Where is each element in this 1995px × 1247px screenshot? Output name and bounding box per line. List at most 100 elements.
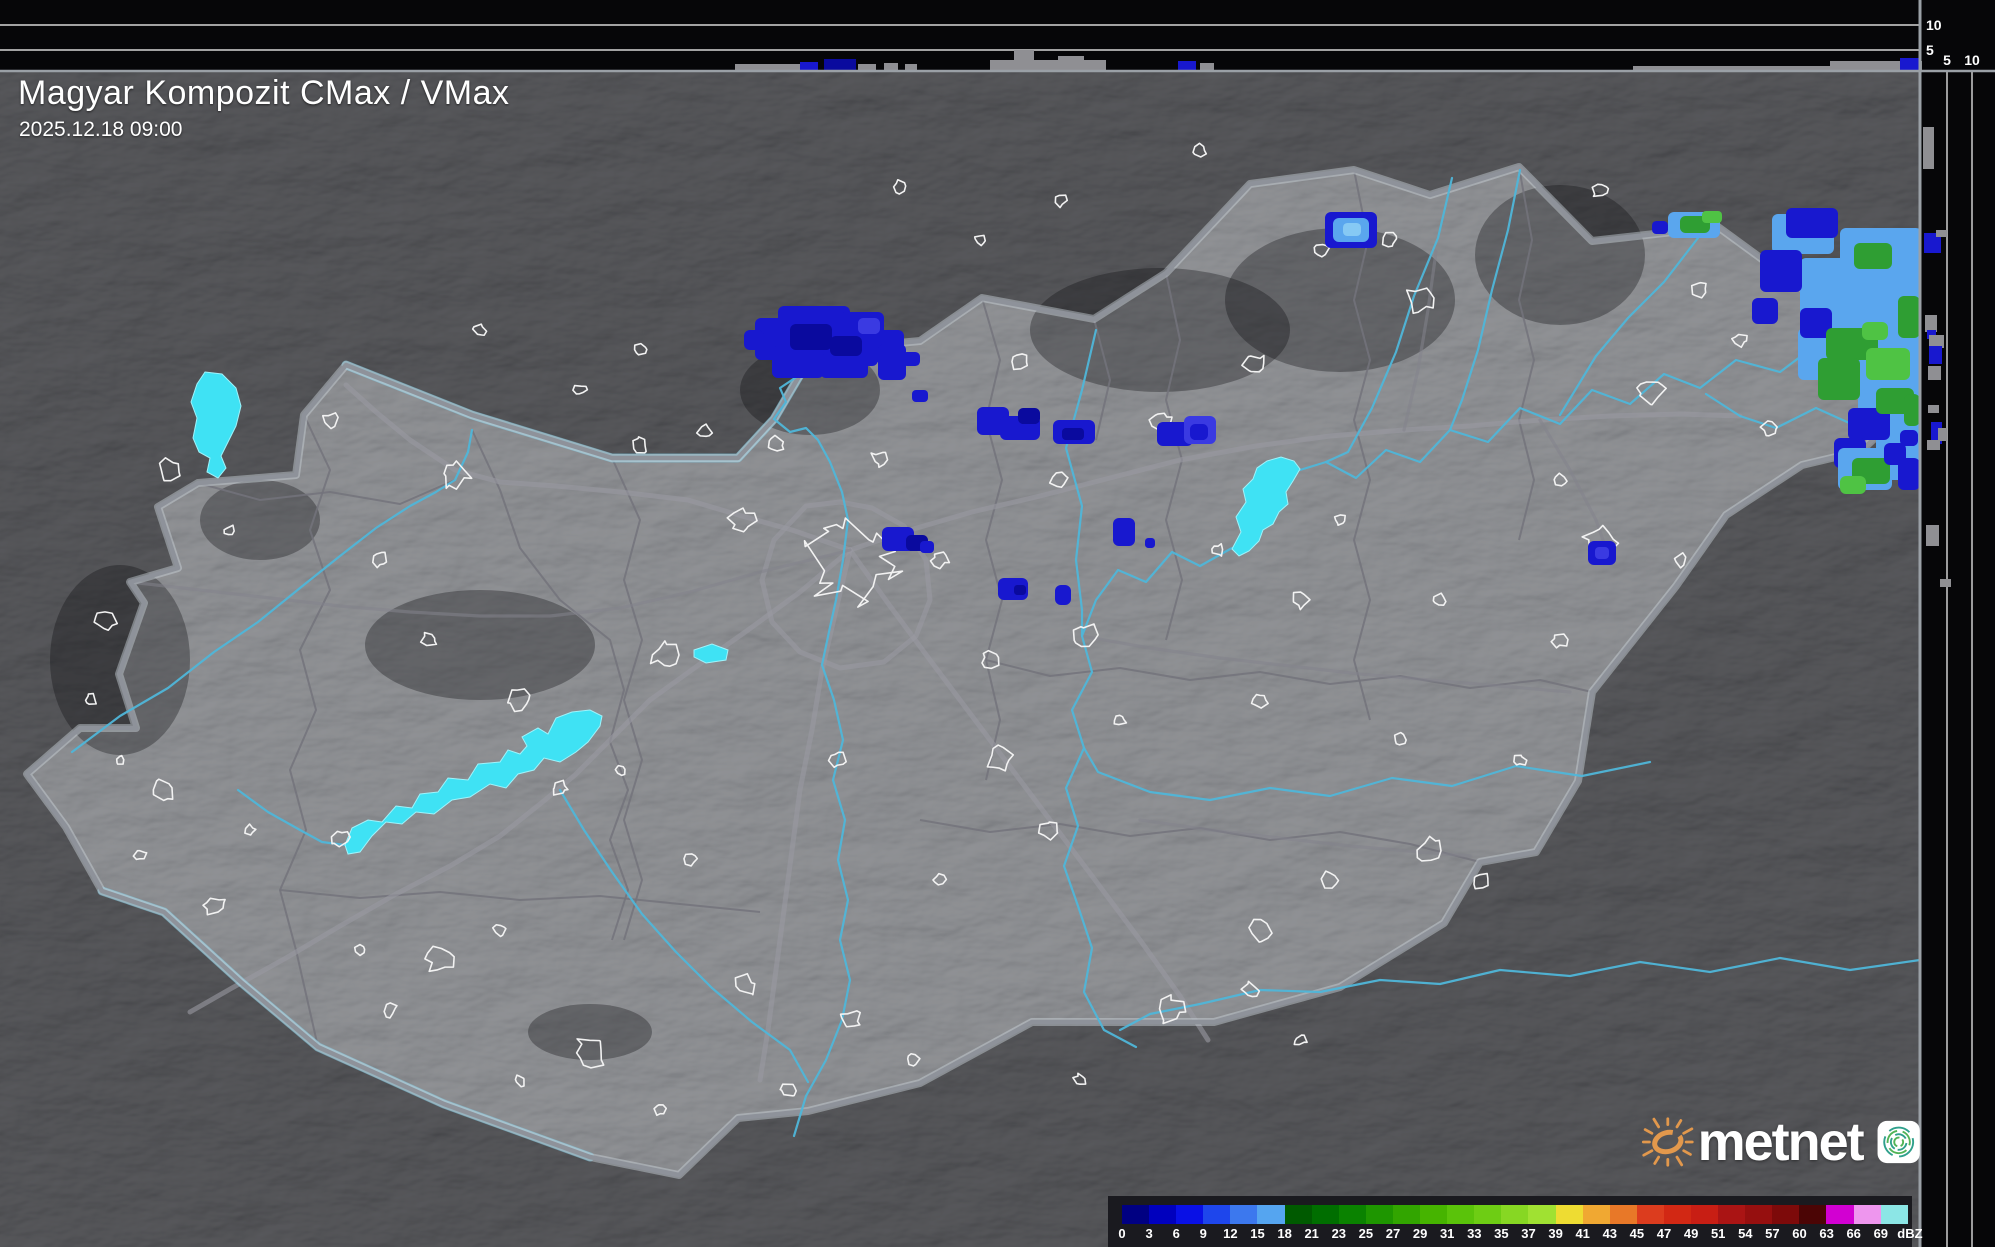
colorbar-tick: 12 [1223,1226,1238,1241]
motorway [187,547,853,1015]
right-panel-echo [1929,346,1942,364]
colorbar-unit-label: dBZ [1897,1226,1923,1241]
town-outline [1759,420,1778,437]
river [1558,236,1700,417]
town-outline [1690,281,1707,299]
colorbar-cell [1528,1205,1556,1224]
radar-echo [1145,538,1155,548]
right-panel-echo [1940,579,1951,587]
town-outline [419,631,438,647]
colorbar-tick: 9 [1199,1226,1207,1241]
mountain-shade [365,590,595,700]
county-border [279,414,331,1048]
motorway [757,547,853,1083]
radar-echo [1884,443,1906,465]
county-border [471,429,629,941]
town-outline [1240,980,1261,998]
sun-ray [1682,1127,1694,1135]
river [1448,168,1522,432]
right-panel-echo [1927,330,1936,339]
river [1298,335,1908,480]
km-label: 10 [1964,52,1980,68]
colorbar-cell [1338,1205,1366,1224]
town-outline [471,323,488,337]
town-outline [1553,472,1568,487]
town-outline [1292,591,1311,611]
town-outline [353,943,366,957]
town-outline [84,692,98,706]
colorbar-tick: 6 [1172,1226,1180,1241]
river [236,788,347,847]
radar-echo [1752,298,1778,324]
motorway [759,499,933,671]
motorway [847,547,1211,1043]
radar-echo [858,318,880,334]
colorbar-cell [1257,1205,1285,1224]
town-outline [734,972,756,996]
county-border [1093,318,1111,441]
sun-ray [1675,1155,1684,1167]
hungary-interior [27,167,1920,1175]
top-panel-echo [1200,63,1214,71]
town-outline [614,764,626,777]
town-outline [1072,1072,1087,1085]
colorbar-tick: 66 [1846,1226,1861,1241]
town-outline [383,1002,398,1019]
right-panel-echo [1928,405,1939,413]
colorbar-tick: 27 [1385,1226,1401,1241]
top-panel-echo [1830,61,1922,71]
app-icon-spiral [1892,1136,1904,1148]
sun-ray [1652,1117,1661,1129]
radar-echo [912,390,928,402]
colorbar-tick: 63 [1819,1226,1834,1241]
colorbar-cell [1718,1205,1746,1224]
town-outline [827,751,847,769]
town-outline [632,436,647,454]
town-outline [572,384,589,395]
radar-echo [744,330,764,350]
top-panel-echo [824,59,856,70]
town-outline [1241,354,1265,373]
logo-wordmark: metnet [1697,1112,1865,1172]
colorbar-tick: 39 [1548,1226,1563,1241]
colorbar-cell [1690,1205,1719,1224]
main-road [1080,634,1572,694]
town-outline [767,434,785,452]
town-outline [1591,183,1610,198]
town-outline [1011,353,1029,371]
town-outline [1550,633,1569,649]
river [70,428,474,754]
colorbar-cell [1880,1205,1908,1224]
town-outline [1211,542,1224,557]
river [558,788,810,1084]
town-outline [552,779,569,796]
town-outline [973,234,987,247]
top-panel-echo [800,62,818,71]
radar-echo [1595,547,1609,559]
radar-echo [772,346,824,378]
height-label: 5 [1926,42,1934,58]
sun-icon [1641,1117,1694,1167]
town-outline [1037,821,1059,841]
colorbar-cell [1772,1205,1800,1224]
right-panel-echo [1924,233,1941,253]
radar-echo [1840,476,1866,494]
town-outline [424,945,455,973]
top-panel-echo [1900,58,1920,71]
radar-echo [1854,243,1892,269]
county-border [611,457,643,941]
sun-ray [1682,1149,1692,1156]
colorbar-tick: 47 [1656,1226,1672,1241]
town-outline [223,524,235,536]
radar-echo [1866,348,1910,380]
town-outline [649,640,680,668]
mountain-shade [200,480,320,560]
colorbar-tick: 69 [1873,1226,1889,1241]
town-outline [1313,243,1331,258]
town-outline [1158,994,1187,1025]
town-outline [244,823,257,836]
colorbar-cell [1799,1205,1827,1224]
colorbar-tick: 41 [1575,1226,1590,1241]
sun-ring [1652,1129,1684,1155]
sun-ray [1653,1155,1661,1165]
